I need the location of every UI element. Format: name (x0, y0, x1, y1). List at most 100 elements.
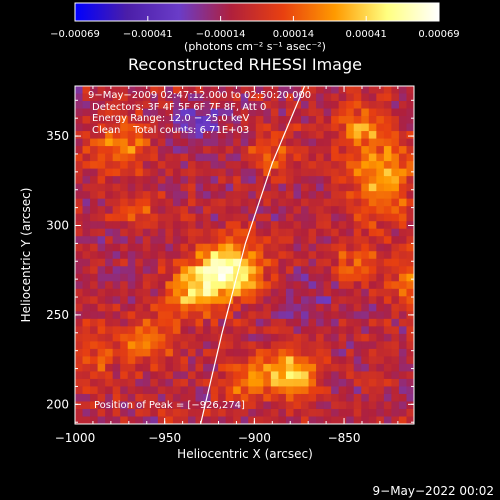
image-cell (383, 288, 392, 297)
image-cell (120, 258, 129, 267)
image-cell (75, 161, 84, 170)
image-cell (248, 393, 257, 403)
image-cell (376, 123, 385, 132)
image-cell (346, 213, 355, 222)
image-cell (278, 341, 287, 350)
image-cell (127, 206, 136, 215)
image-cell (218, 296, 227, 305)
image-cell (210, 101, 219, 110)
image-cell (210, 161, 219, 170)
image-cell (225, 318, 234, 327)
image-cell (157, 153, 166, 162)
image-cell (105, 333, 114, 342)
image-cell (338, 311, 347, 320)
image-cell (165, 101, 174, 110)
image-cell (165, 206, 174, 215)
image-cell (263, 333, 272, 342)
image-cell (150, 123, 159, 132)
image-cell (255, 101, 264, 110)
image-cell (270, 221, 279, 230)
image-cell (120, 123, 129, 132)
image-cell (203, 416, 212, 424)
image-cell (82, 228, 91, 237)
image-cell (157, 273, 166, 282)
image-cell (301, 131, 310, 140)
image-cell (97, 101, 106, 110)
image-cell (270, 86, 279, 95)
image-cell (323, 191, 332, 200)
image-cell (225, 138, 234, 147)
image-cell (346, 303, 355, 312)
image-cell (105, 393, 114, 403)
image-cell (270, 251, 279, 260)
image-cell (142, 116, 151, 125)
image-cell (248, 371, 257, 380)
image-cell (301, 266, 310, 275)
image-cell (278, 101, 287, 110)
image-cell (368, 303, 377, 312)
image-cell (157, 206, 166, 215)
image-cell (398, 206, 408, 215)
image-cell (278, 281, 287, 290)
image-cell (172, 161, 182, 170)
image-cell (323, 198, 332, 207)
image-cell (293, 266, 302, 275)
image-cell (233, 86, 242, 95)
image-cell (82, 296, 91, 305)
image-cell (270, 371, 279, 380)
image-cell (135, 408, 144, 418)
image-cell (225, 116, 234, 125)
image-cell (127, 183, 136, 192)
image-cell (180, 198, 189, 207)
image-cell (203, 363, 212, 373)
image-cell (165, 386, 174, 395)
colorbar-ticks: −0.00069 −0.00041 −0.00014 0.00014 0.00041 0.… (50, 16, 460, 40)
image-cell (90, 401, 99, 410)
image-cell (180, 266, 189, 275)
image-cell (135, 296, 144, 305)
image-cell (346, 273, 355, 282)
image-cell (361, 348, 370, 357)
image-cell (188, 123, 197, 132)
image-cell (203, 243, 212, 252)
image-cell (75, 258, 84, 267)
image-cell (90, 296, 99, 305)
image-cell (316, 176, 325, 185)
image-cell (135, 251, 144, 260)
image-cell (127, 101, 136, 110)
image-cell (240, 266, 249, 275)
image-cell (353, 281, 362, 290)
image-cell (142, 333, 151, 342)
image-cell (203, 206, 212, 215)
image-cell (180, 326, 189, 335)
image-cell (308, 221, 317, 230)
image-cell (82, 303, 91, 312)
image-cell (398, 236, 408, 245)
image-cell (105, 288, 114, 297)
image-cell (97, 123, 106, 132)
image-cell (75, 131, 84, 140)
image-cell (233, 161, 242, 170)
image-cell (97, 198, 106, 207)
image-cell (218, 386, 227, 395)
image-cell (353, 341, 362, 350)
image-cell (195, 371, 204, 380)
image-cell (127, 153, 136, 162)
image-cell (316, 168, 325, 177)
image-cell (308, 341, 317, 350)
image-cell (361, 416, 370, 424)
image-cell (278, 408, 287, 418)
image-cell (218, 213, 227, 222)
image-cell (391, 311, 400, 320)
image-cell (406, 198, 414, 207)
image-cell (203, 101, 212, 110)
image-cell (270, 131, 279, 140)
image-cell (165, 378, 174, 388)
image-cell (285, 146, 295, 155)
image-cell (278, 311, 287, 320)
image-cell (383, 333, 392, 342)
image-cell (105, 348, 114, 357)
image-cell (188, 288, 197, 297)
image-cell (180, 281, 189, 290)
image-cell (406, 168, 414, 177)
